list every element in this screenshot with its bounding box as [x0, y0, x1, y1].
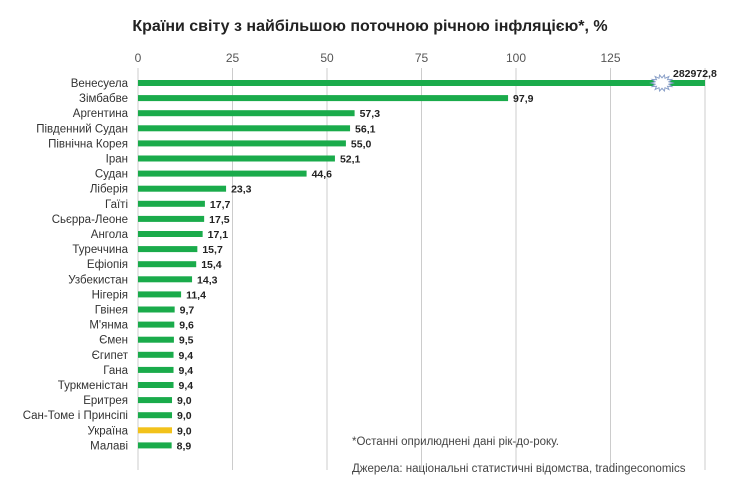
bar [138, 382, 174, 388]
chart-title: Країни світу з найбільшою поточною річно… [132, 18, 608, 35]
bar [138, 140, 346, 147]
category-label: Судан [95, 169, 128, 181]
value-label: 9,0 [177, 395, 192, 407]
bar [138, 80, 705, 86]
x-tick-label: 0 [135, 51, 142, 65]
category-label: Ангола [91, 229, 129, 241]
value-label: 57,3 [360, 108, 381, 120]
value-label: 9,6 [179, 320, 194, 332]
category-label: Єгипет [92, 350, 129, 362]
category-label: Україна [87, 425, 128, 437]
value-label: 9,4 [179, 380, 194, 392]
source-note: Джерела: національні статистичні відомст… [352, 463, 686, 475]
bar [138, 442, 172, 449]
value-label: 9,7 [180, 305, 195, 317]
value-label: 9,5 [179, 335, 194, 347]
value-label: 17,5 [209, 214, 230, 226]
value-label: 56,1 [355, 123, 376, 135]
category-label: Ефіопія [87, 259, 128, 271]
category-label: Туркменістан [58, 380, 128, 392]
bar [138, 200, 205, 207]
value-label: 14,3 [197, 274, 218, 286]
value-label: 8,9 [177, 440, 192, 452]
category-label: Ліберія [90, 184, 128, 196]
category-label: Зімбабве [79, 93, 128, 105]
bar [138, 306, 175, 313]
value-label: 17,7 [210, 199, 231, 211]
x-tick-label: 125 [600, 51, 620, 65]
bar [138, 110, 355, 117]
x-tick-label: 25 [226, 51, 240, 65]
category-label: Сан-Томе і Принсіпі [23, 410, 128, 422]
category-label: Нігерія [92, 289, 128, 301]
category-label: Еритрея [83, 395, 128, 407]
value-label: 97,9 [513, 93, 534, 105]
bar [138, 291, 182, 298]
category-label: Венесуела [71, 78, 129, 90]
value-label: 23,3 [231, 184, 252, 196]
bar [138, 276, 193, 283]
axis-break-marker [649, 73, 675, 93]
bar [138, 231, 203, 237]
value-label: 15,4 [201, 259, 222, 271]
bar [138, 427, 173, 434]
value-label: 9,4 [179, 350, 194, 362]
bar [138, 397, 173, 404]
value-label: 15,7 [202, 244, 223, 256]
x-tick-label: 50 [320, 51, 334, 65]
value-label: 17,1 [208, 229, 229, 241]
category-label: М'янма [89, 320, 128, 332]
category-label: Узбекистан [68, 274, 128, 286]
bar [138, 125, 351, 132]
category-label: Гаїті [105, 199, 128, 211]
bar [138, 155, 335, 162]
category-label: Ємен [99, 335, 128, 347]
category-label: Аргентина [73, 108, 129, 120]
value-label: 282972,8 [673, 68, 717, 80]
category-label: Південний Судан [36, 123, 128, 135]
value-label: 44,6 [312, 169, 333, 181]
bar [138, 170, 307, 177]
bar [138, 366, 174, 373]
bar [138, 336, 174, 343]
bar [138, 185, 227, 192]
category-label: Гвінея [95, 305, 128, 317]
value-label: 52,1 [340, 154, 361, 166]
bar [138, 412, 173, 419]
category-label: Малаві [90, 440, 128, 452]
x-tick-label: 75 [415, 51, 429, 65]
category-label: Туреччина [72, 244, 128, 256]
category-label: Гана [103, 365, 128, 377]
bar [138, 215, 205, 222]
bar [138, 321, 175, 328]
footnote: *Останні оприлюднені дані рік-до-року. [352, 436, 559, 448]
x-tick-label: 100 [506, 51, 526, 65]
value-label: 11,4 [186, 289, 206, 301]
bar [138, 261, 197, 268]
category-label: Іран [106, 154, 128, 166]
value-label: 55,0 [351, 138, 372, 150]
bar [138, 246, 198, 253]
category-label: Північна Корея [48, 138, 128, 150]
value-label: 9,0 [177, 410, 192, 422]
bar [138, 95, 509, 102]
category-label: Сьєрра-Леоне [52, 214, 128, 226]
value-label: 9,0 [177, 425, 192, 437]
value-label: 9,4 [179, 365, 194, 377]
bar [138, 351, 174, 358]
